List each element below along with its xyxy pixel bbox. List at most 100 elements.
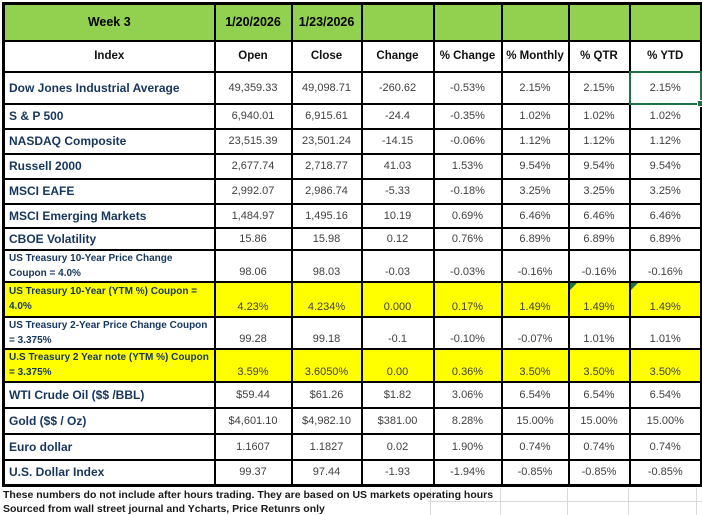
col-header-open[interactable]: Open: [213, 39, 293, 73]
value-cell[interactable]: 49,098.71: [290, 70, 363, 105]
value-cell[interactable]: 1.02%: [500, 102, 570, 130]
col-header-pct-change[interactable]: % Change: [432, 39, 503, 73]
value-cell[interactable]: -0.16%: [567, 248, 631, 283]
value-cell[interactable]: 6.46%: [500, 202, 570, 229]
value-cell[interactable]: -0.1: [360, 315, 435, 350]
value-cell[interactable]: 6.89%: [628, 226, 702, 251]
value-cell[interactable]: 4.23%: [213, 280, 293, 318]
value-cell[interactable]: 2,677.74: [213, 152, 293, 180]
value-cell[interactable]: 97.44: [290, 458, 363, 487]
value-cell[interactable]: 9.54%: [500, 152, 570, 180]
value-cell[interactable]: 3.25%: [500, 177, 570, 205]
value-cell[interactable]: 15.98: [290, 226, 363, 251]
value-cell[interactable]: $59.44: [213, 380, 293, 409]
row-label-cell[interactable]: MSCI Emerging Markets: [2, 202, 216, 229]
row-label-cell[interactable]: Gold ($$ / Oz): [2, 406, 216, 435]
row-label-cell[interactable]: Dow Jones Industrial Average: [2, 70, 216, 105]
value-cell[interactable]: 6.54%: [500, 380, 570, 409]
footer-note-2[interactable]: Sourced from wall street journal and Ych…: [3, 503, 325, 515]
col-header-pct-monthly[interactable]: % Monthly: [500, 39, 570, 73]
value-cell[interactable]: 9.54%: [567, 152, 631, 180]
empty-header-cell[interactable]: [500, 2, 570, 42]
value-cell[interactable]: 3.25%: [628, 177, 702, 205]
value-cell[interactable]: -0.85%: [500, 458, 570, 487]
col-header-pct-ytd[interactable]: % YTD: [628, 39, 702, 73]
value-cell[interactable]: -0.03: [360, 248, 435, 283]
row-label-cell[interactable]: US Treasury 2-Year Price Change Coupon =…: [2, 315, 216, 350]
value-cell[interactable]: 2,718.77: [290, 152, 363, 180]
fill-handle[interactable]: [697, 99, 702, 107]
row-label-cell[interactable]: Euro dollar: [2, 432, 216, 461]
value-cell[interactable]: 6.46%: [567, 202, 631, 229]
row-label-cell[interactable]: U.S Treasury 2 Year note (YTM %) Coupon …: [2, 347, 216, 383]
row-label-cell[interactable]: CBOE Volatility: [2, 226, 216, 251]
row-label-cell[interactable]: Russell 2000: [2, 152, 216, 180]
value-cell[interactable]: 3.50%: [567, 347, 631, 383]
value-cell[interactable]: -5.33: [360, 177, 435, 205]
value-cell[interactable]: 2.15%: [567, 70, 631, 105]
value-cell[interactable]: 0.36%: [432, 347, 503, 383]
value-cell[interactable]: 1.01%: [567, 315, 631, 350]
value-cell[interactable]: -14.15: [360, 127, 435, 155]
value-cell[interactable]: 4.234%: [290, 280, 363, 318]
value-cell[interactable]: -0.18%: [432, 177, 503, 205]
value-cell[interactable]: -1.94%: [432, 458, 503, 487]
value-cell[interactable]: 3.59%: [213, 347, 293, 383]
value-cell[interactable]: 1,484.97: [213, 202, 293, 229]
row-label-cell[interactable]: US Treasury 10-Year Price Change Coupon …: [2, 248, 216, 283]
value-cell[interactable]: 3.50%: [500, 347, 570, 383]
value-cell[interactable]: 0.00: [360, 347, 435, 383]
value-cell[interactable]: 0.74%: [500, 432, 570, 461]
value-cell[interactable]: 99.37: [213, 458, 293, 487]
value-cell[interactable]: 1.1607: [213, 432, 293, 461]
empty-header-cell[interactable]: [567, 2, 631, 42]
value-cell[interactable]: -260.62: [360, 70, 435, 105]
value-cell[interactable]: 1.49%: [500, 280, 570, 318]
value-cell[interactable]: 1.12%: [500, 127, 570, 155]
date-open-cell[interactable]: 1/20/2026: [213, 2, 293, 42]
value-cell[interactable]: 0.74%: [567, 432, 631, 461]
value-cell[interactable]: 6.54%: [628, 380, 702, 409]
value-cell[interactable]: 1.49%: [567, 280, 631, 318]
selected-cell[interactable]: 2.15%: [628, 70, 702, 107]
value-cell[interactable]: -0.07%: [500, 315, 570, 350]
value-cell[interactable]: 99.28: [213, 315, 293, 350]
value-cell[interactable]: 1.1827: [290, 432, 363, 461]
value-cell[interactable]: 15.86: [213, 226, 293, 251]
value-cell[interactable]: 8.28%: [432, 406, 503, 435]
empty-header-cell[interactable]: [360, 2, 435, 42]
value-cell[interactable]: 9.54%: [628, 152, 702, 180]
value-cell[interactable]: 1.53%: [432, 152, 503, 180]
value-cell[interactable]: -24.4: [360, 102, 435, 130]
value-cell[interactable]: $4,982.10: [290, 406, 363, 435]
value-cell[interactable]: 49,359.33: [213, 70, 293, 105]
row-label-cell[interactable]: WTI Crude Oil ($$ /BBL): [2, 380, 216, 409]
value-cell[interactable]: 0.12: [360, 226, 435, 251]
value-cell[interactable]: 6.46%: [628, 202, 702, 229]
row-label-cell[interactable]: US Treasury 10-Year (YTM %) Coupon = 4.0…: [2, 280, 216, 318]
value-cell[interactable]: 6,940.01: [213, 102, 293, 130]
value-cell[interactable]: 1,495.16: [290, 202, 363, 229]
value-cell[interactable]: -1.93: [360, 458, 435, 487]
value-cell[interactable]: -0.16%: [500, 248, 570, 283]
col-header-index[interactable]: Index: [2, 39, 216, 73]
row-label-cell[interactable]: NASDAQ Composite: [2, 127, 216, 155]
value-cell[interactable]: -0.16%: [628, 248, 702, 283]
value-cell[interactable]: 23,515.39: [213, 127, 293, 155]
value-cell[interactable]: 6,915.61: [290, 102, 363, 130]
value-cell[interactable]: $381.00: [360, 406, 435, 435]
date-close-cell[interactable]: 1/23/2026: [290, 2, 363, 42]
value-cell[interactable]: -0.85%: [567, 458, 631, 487]
value-cell[interactable]: $61.26: [290, 380, 363, 409]
value-cell[interactable]: $1.82: [360, 380, 435, 409]
value-cell[interactable]: 0.69%: [432, 202, 503, 229]
value-cell[interactable]: -0.06%: [432, 127, 503, 155]
value-cell[interactable]: 1.02%: [628, 102, 702, 130]
row-label-cell[interactable]: U.S. Dollar Index: [2, 458, 216, 487]
value-cell[interactable]: 0.74%: [628, 432, 702, 461]
col-header-change[interactable]: Change: [360, 39, 435, 73]
empty-header-cell[interactable]: [628, 2, 702, 42]
value-cell[interactable]: 3.50%: [628, 347, 702, 383]
value-cell[interactable]: 0.000: [360, 280, 435, 318]
value-cell[interactable]: -0.53%: [432, 70, 503, 105]
